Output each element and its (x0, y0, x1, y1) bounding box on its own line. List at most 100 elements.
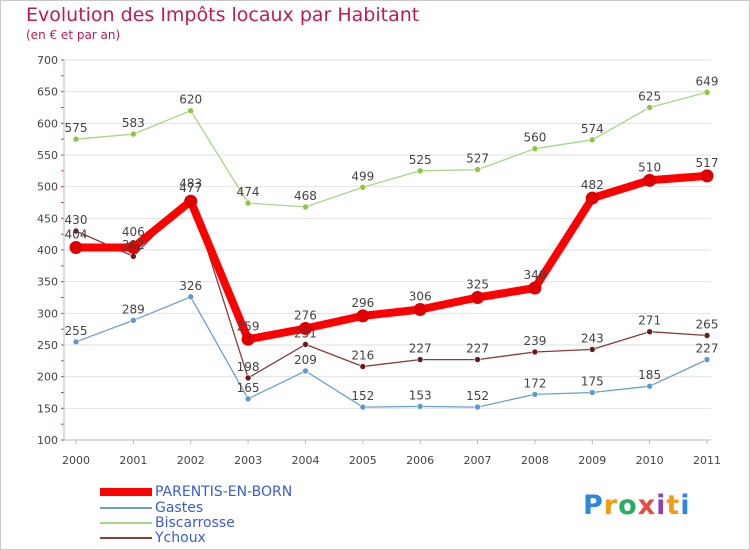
data-label: 326 (179, 279, 202, 293)
data-label: 560 (523, 131, 546, 145)
logo-letter: P (583, 490, 604, 521)
data-point (588, 389, 596, 396)
data-label: 620 (179, 93, 202, 107)
logo-letter: r (603, 490, 619, 521)
data-label: 227 (696, 342, 719, 356)
data-label: 340 (523, 268, 546, 282)
data-label: 153 (409, 388, 432, 402)
y-tick-label: 300 (37, 307, 58, 320)
chart-subtitle: (en € et par an) (26, 28, 121, 42)
data-label: 483 (179, 176, 202, 190)
data-point (130, 130, 137, 138)
logo-letter: i (656, 490, 667, 521)
logo-letter: i (680, 490, 691, 521)
x-tick-label: 2010 (636, 454, 664, 467)
data-point (187, 107, 195, 114)
data-point (474, 403, 481, 411)
data-point (474, 166, 481, 173)
y-tick-label: 550 (37, 149, 58, 162)
data-point (244, 395, 252, 403)
data-point (528, 281, 542, 295)
y-tick-label: 350 (37, 276, 58, 289)
data-label: 468 (294, 189, 317, 203)
data-point (588, 136, 596, 144)
legend-item-gastes: Gastes (100, 500, 400, 516)
data-label: 251 (294, 326, 317, 340)
y-tick-label: 200 (37, 371, 58, 384)
x-tick-label: 2009 (578, 454, 606, 467)
data-label: 306 (409, 290, 432, 304)
y-tick-label: 100 (37, 434, 58, 447)
y-tick-label: 650 (37, 86, 58, 99)
data-point (646, 104, 653, 111)
data-label: 510 (638, 160, 661, 174)
data-point (359, 184, 367, 191)
y-tick-label: 500 (37, 181, 58, 194)
data-label: 527 (466, 152, 489, 166)
data-label: 265 (696, 318, 719, 332)
data-point (187, 293, 195, 301)
legend-swatch-ychoux (100, 537, 152, 539)
x-tick-label: 2005 (349, 454, 377, 467)
data-point (356, 309, 370, 323)
x-tick-label: 2002 (177, 454, 205, 467)
y-tick-label: 150 (37, 402, 58, 415)
data-point (531, 145, 539, 152)
proxiti-logo: Proxiti (583, 490, 691, 521)
data-label: 477 (179, 181, 202, 195)
data-point (130, 253, 137, 260)
x-tick-label: 2007 (464, 454, 492, 467)
y-tick-label: 250 (37, 339, 58, 352)
data-label: 392 (122, 238, 145, 252)
data-label: 216 (351, 349, 374, 363)
data-label: 209 (294, 353, 317, 367)
data-label: 625 (638, 90, 661, 104)
legend-swatch-gastes (100, 507, 152, 509)
x-tick-label: 2008 (521, 454, 549, 467)
data-point (359, 363, 367, 370)
x-tick-label: 2001 (119, 454, 147, 467)
data-label: 198 (237, 360, 260, 374)
y-tick-label: 600 (37, 117, 58, 130)
data-label: 430 (65, 213, 88, 227)
data-label: 271 (638, 314, 661, 328)
logo-letter: o (618, 490, 638, 521)
data-point (302, 367, 309, 375)
data-label: 499 (351, 169, 374, 183)
data-point (302, 203, 309, 211)
data-label: 474 (237, 185, 260, 199)
data-point (184, 194, 198, 208)
data-label: 525 (409, 153, 432, 167)
series-line (75, 196, 708, 379)
data-point (298, 322, 312, 336)
y-tick-label: 450 (37, 212, 58, 225)
x-tick-label: 2011 (693, 454, 721, 467)
data-label: 574 (581, 122, 604, 136)
legend-label-gastes: Gastes (155, 500, 204, 516)
data-label: 175 (581, 375, 604, 389)
data-label: 259 (237, 319, 260, 333)
data-point (585, 191, 599, 205)
legend-label-biscarrosse: Biscarrosse (155, 515, 235, 531)
data-point (416, 356, 424, 363)
data-label: 649 (696, 74, 719, 88)
data-point (531, 348, 539, 356)
data-label: 325 (466, 278, 489, 292)
legend-item-biscarrosse: Biscarrosse (100, 515, 400, 531)
data-point (588, 346, 596, 353)
data-point (416, 403, 424, 410)
data-point (244, 374, 252, 382)
series-line (76, 171, 708, 344)
data-point (703, 332, 711, 339)
series-line (75, 296, 708, 408)
data-point (471, 291, 485, 304)
data-point (359, 403, 367, 411)
logo-letter: t (666, 490, 681, 521)
data-label: 227 (409, 342, 432, 356)
data-point (474, 356, 481, 363)
data-point (126, 240, 140, 254)
data-label: 152 (351, 389, 374, 403)
data-point (72, 135, 80, 143)
chart-title: Evolution des Impôts locaux par Habitant (26, 4, 420, 26)
